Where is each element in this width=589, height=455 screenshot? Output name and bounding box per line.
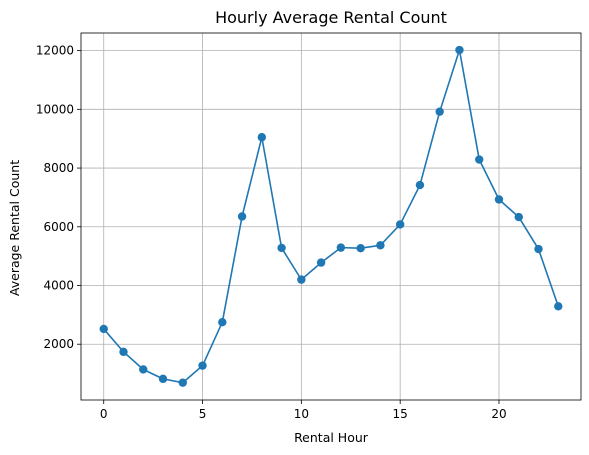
- data-point: [218, 317, 227, 327]
- data-point: [198, 361, 207, 370]
- data-point: [336, 243, 346, 252]
- x-axis-label: Rental Hour: [294, 430, 369, 445]
- axis-ticks: 0 5 10 15 20 2000 4000 6000 8000 10000 12000: [36, 44, 507, 421]
- y-tick-label: 2000: [43, 337, 74, 351]
- x-tick-label: 5: [199, 407, 207, 421]
- data-point: [494, 195, 504, 204]
- data-point: [237, 212, 247, 221]
- data-point: [435, 107, 444, 116]
- data-point: [158, 374, 168, 384]
- data-point: [99, 324, 108, 334]
- data-point: [455, 45, 464, 55]
- x-tick-label: 15: [393, 407, 408, 421]
- data-point: [139, 365, 148, 374]
- plot-frame: [80, 32, 582, 401]
- y-tick-label: 4000: [43, 278, 74, 292]
- data-point: [395, 220, 405, 229]
- data-point: [514, 212, 523, 222]
- x-tick-label: 10: [294, 407, 309, 421]
- y-axis-label: Average Rental Count: [7, 160, 22, 296]
- y-tick-label: 12000: [36, 44, 74, 58]
- data-point: [376, 241, 385, 250]
- data-point: [178, 378, 187, 387]
- data-point: [277, 243, 286, 253]
- chart-title: Hourly Average Rental Count: [215, 8, 447, 27]
- data-point: [554, 302, 563, 311]
- data-point: [534, 244, 543, 254]
- y-tick-label: 10000: [36, 102, 74, 116]
- data-point: [475, 155, 484, 164]
- x-tick-label: 0: [100, 407, 108, 421]
- data-point: [415, 180, 425, 190]
- data-series: [99, 45, 563, 387]
- data-point: [257, 133, 267, 142]
- grid-lines: [81, 33, 581, 400]
- data-point: [316, 258, 326, 267]
- x-tick-label: 20: [491, 407, 506, 421]
- y-tick-label: 8000: [43, 161, 74, 175]
- y-tick-label: 6000: [43, 220, 74, 234]
- data-point: [119, 347, 128, 357]
- data-point: [356, 244, 365, 253]
- data-point: [297, 275, 306, 284]
